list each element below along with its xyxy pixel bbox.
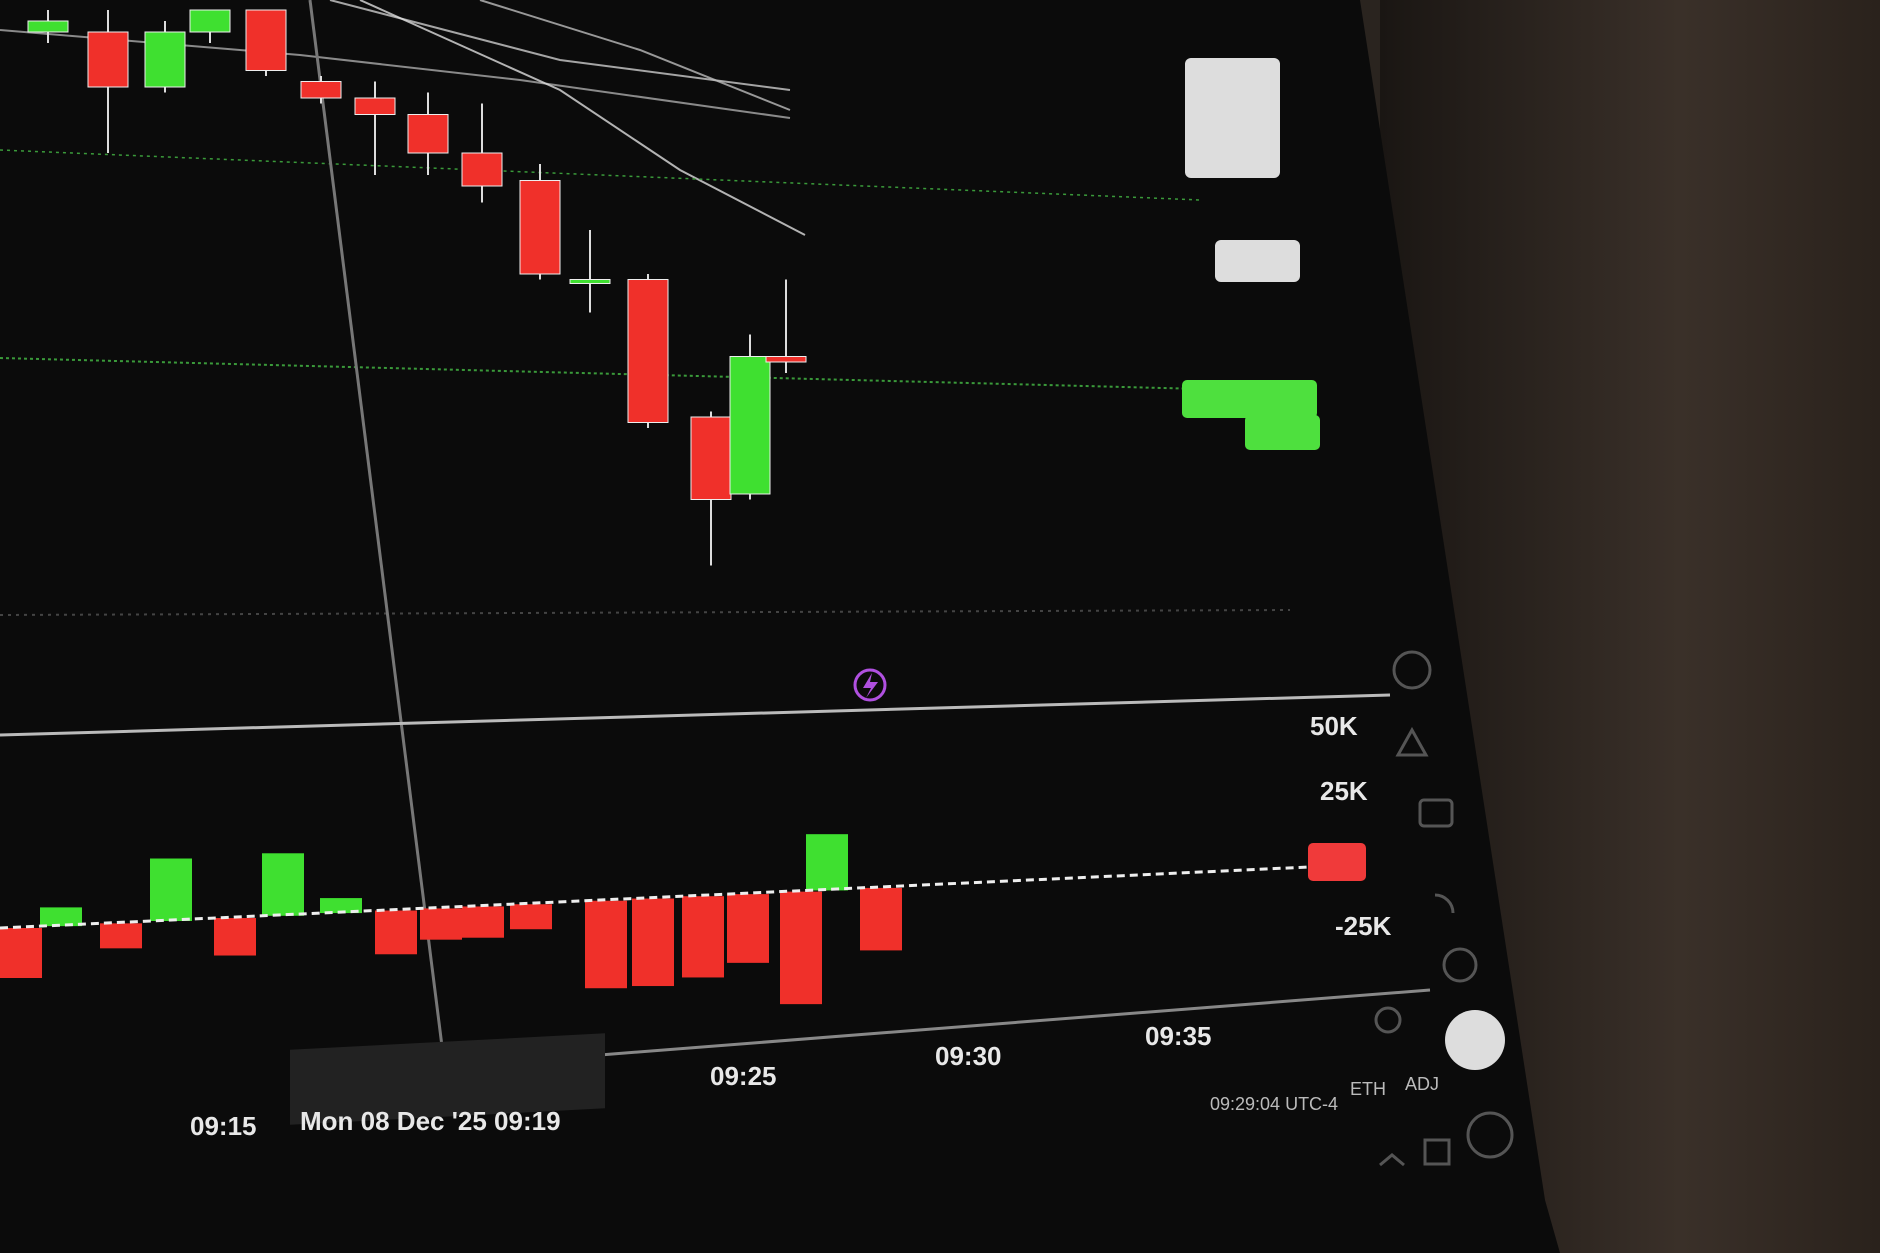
- price-level-line: [0, 149, 1201, 201]
- volume-axis-label: 25K: [1320, 776, 1368, 806]
- current-price-line: [0, 357, 1241, 391]
- candle-up[interactable]: [729, 356, 771, 495]
- volume-bar-negative: [375, 910, 417, 955]
- x-tick-label: 09:25: [710, 1061, 777, 1091]
- alert-icon[interactable]: [1395, 726, 1429, 757]
- crosshair-time-label: Mon 08 Dec '25 09:19: [300, 1106, 561, 1136]
- ma-line-4: [359, 0, 806, 236]
- candle-up[interactable]: [569, 279, 611, 284]
- candle-down[interactable]: [407, 114, 449, 154]
- candle-up[interactable]: [27, 20, 69, 33]
- zoom-in-icon[interactable]: [1442, 947, 1478, 983]
- chart-screen: 50K 25K -25K Mon 08 Dec '25 09:19 09:15 …: [0, 0, 1560, 1253]
- pane-separator[interactable]: [0, 693, 1391, 737]
- candle-down[interactable]: [690, 416, 732, 500]
- candle-up[interactable]: [144, 31, 186, 88]
- info-icon[interactable]: [1374, 1006, 1402, 1034]
- ma-line-1: [329, 0, 791, 91]
- current-price-badge: [1182, 380, 1317, 418]
- volume-bar-negative: [860, 887, 902, 951]
- signal-icon[interactable]: [853, 668, 887, 702]
- volume-bar-negative: [420, 908, 462, 940]
- adjustment-toggle[interactable]: ADJ: [1405, 1074, 1439, 1094]
- delta-volume-bars: [0, 834, 902, 1005]
- crosshair-vertical: [308, 0, 447, 1071]
- volume-value-badge: [1308, 843, 1366, 881]
- x-tick-label: 09:15: [190, 1111, 257, 1141]
- volume-bar-positive: [806, 834, 848, 891]
- ma-line-2: [479, 0, 791, 111]
- volume-bar-positive: [262, 853, 304, 916]
- screenshot-icon[interactable]: [1418, 798, 1454, 828]
- volume-axis-label: 50K: [1310, 711, 1358, 741]
- fullscreen-icon[interactable]: [1423, 1138, 1451, 1166]
- candlestick-chart[interactable]: 50K 25K -25K Mon 08 Dec '25 09:19 09:15 …: [0, 0, 1560, 1253]
- price-label-box: [1215, 240, 1300, 282]
- settings-icon[interactable]: [1392, 650, 1432, 690]
- candle-down[interactable]: [519, 180, 561, 275]
- volume-bar-negative: [462, 906, 504, 938]
- volume-bar-positive: [320, 898, 362, 914]
- volume-bar-negative: [585, 900, 627, 989]
- session-toggle[interactable]: ETH: [1350, 1079, 1386, 1099]
- candle-down[interactable]: [300, 81, 342, 99]
- x-tick-label: 09:35: [1145, 1021, 1212, 1051]
- volume-bar-negative: [214, 918, 256, 956]
- candle-down[interactable]: [627, 279, 669, 423]
- candle-up[interactable]: [189, 9, 231, 33]
- volume-bar-negative: [100, 923, 142, 949]
- volume-bar-negative: [632, 898, 674, 987]
- price-label-box: [1185, 58, 1280, 178]
- candle-down[interactable]: [245, 9, 287, 71]
- candle-down[interactable]: [354, 97, 396, 115]
- scroll-to-latest-button[interactable]: [1445, 1010, 1505, 1070]
- x-tick-label: 09:30: [935, 1041, 1002, 1071]
- countdown-badge: [1245, 415, 1320, 450]
- crosshair-time-box: [290, 1033, 605, 1125]
- candle-down[interactable]: [87, 31, 129, 88]
- volume-bar-negative: [682, 896, 724, 978]
- signal-wave-icon[interactable]: [1434, 893, 1455, 914]
- right-toolbar: [1374, 650, 1514, 1167]
- volume-zero-line: [0, 864, 1331, 930]
- time-axis-line: [599, 988, 1431, 1057]
- volume-bar-negative: [510, 904, 552, 930]
- clock-label: 09:29:04 UTC-4: [1210, 1094, 1338, 1114]
- volume-bar-negative: [780, 891, 822, 1005]
- price-axis[interactable]: [1182, 58, 1366, 881]
- collapse-icon[interactable]: [1379, 1153, 1405, 1167]
- volume-axis-label: -25K: [1335, 911, 1392, 941]
- volume-bar-negative: [0, 928, 42, 978]
- candles: [27, 9, 807, 566]
- volume-bar-positive: [40, 907, 82, 927]
- low-level-line: [0, 609, 1291, 616]
- volume-bar-positive: [150, 858, 192, 922]
- clock-icon[interactable]: [1466, 1111, 1514, 1159]
- candle-down[interactable]: [765, 356, 807, 363]
- candle-down[interactable]: [461, 152, 503, 187]
- volume-bar-negative: [727, 894, 769, 963]
